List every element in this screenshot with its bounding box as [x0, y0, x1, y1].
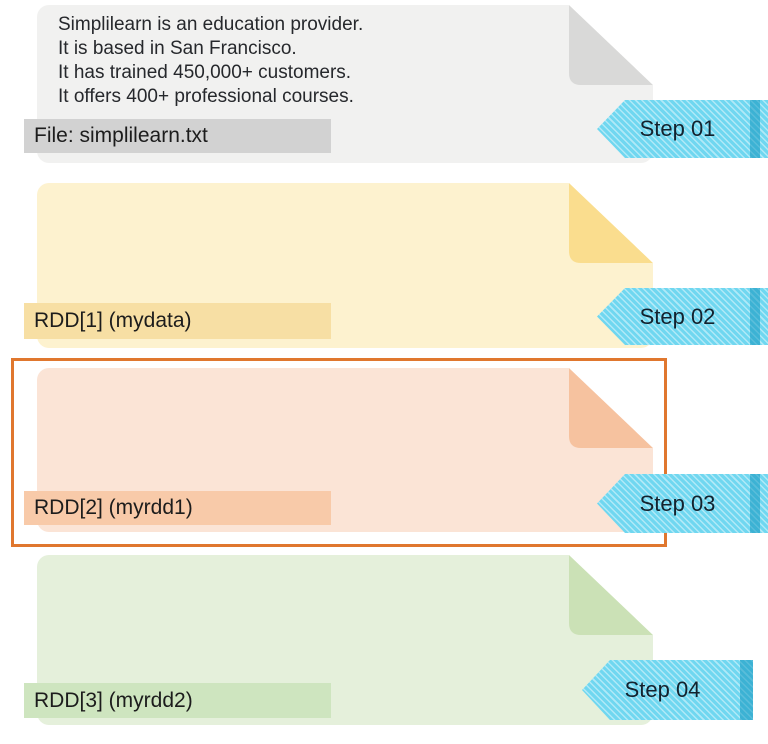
folded-corner-icon — [569, 555, 653, 635]
file-name-text: File: simplilearn.txt — [34, 124, 208, 147]
folded-corner-icon — [569, 183, 653, 263]
rdd1-label-text: RDD[1] (mydata) — [34, 309, 192, 332]
ribbon-edge-bar — [750, 100, 760, 158]
file-text-line: It is based in San Francisco. — [58, 38, 297, 59]
step-02-ribbon: Step 02 — [597, 288, 768, 345]
rdd2-label-text: RDD[2] (myrdd1) — [34, 496, 193, 519]
step-04-label: Step 04 — [624, 677, 701, 702]
rdd2-label: RDD[2] (myrdd1) — [24, 491, 331, 525]
file-text-line: Simplilearn is an education provider. — [58, 14, 364, 35]
rdd3-label: RDD[3] (myrdd2) — [24, 683, 331, 718]
file-name-label: File: simplilearn.txt — [24, 119, 331, 153]
ribbon-edge-bar — [750, 288, 760, 345]
step-03-ribbon: Step 03 — [597, 474, 768, 533]
file-text-line: It has trained 450,000+ customers. — [58, 62, 352, 83]
ribbon-edge-bar — [740, 660, 753, 720]
step-02-label: Step 02 — [639, 303, 716, 329]
rdd1-label: RDD[1] (mydata) — [24, 303, 331, 339]
step-03-label: Step 03 — [639, 490, 716, 516]
step-01-ribbon: Step 01 — [597, 100, 768, 158]
step-01-label: Step 01 — [639, 116, 716, 141]
rdd3-label-text: RDD[3] (myrdd2) — [34, 688, 193, 712]
step-04-ribbon: Step 04 — [582, 660, 753, 720]
file-content-text: Simplilearn is an education provider. It… — [58, 13, 363, 109]
folded-corner-icon — [569, 368, 653, 448]
file-text-line: It offers 400+ professional courses. — [58, 86, 354, 107]
ribbon-edge-bar — [750, 474, 760, 533]
folded-corner-icon — [569, 5, 653, 85]
highlight-border — [11, 358, 667, 547]
